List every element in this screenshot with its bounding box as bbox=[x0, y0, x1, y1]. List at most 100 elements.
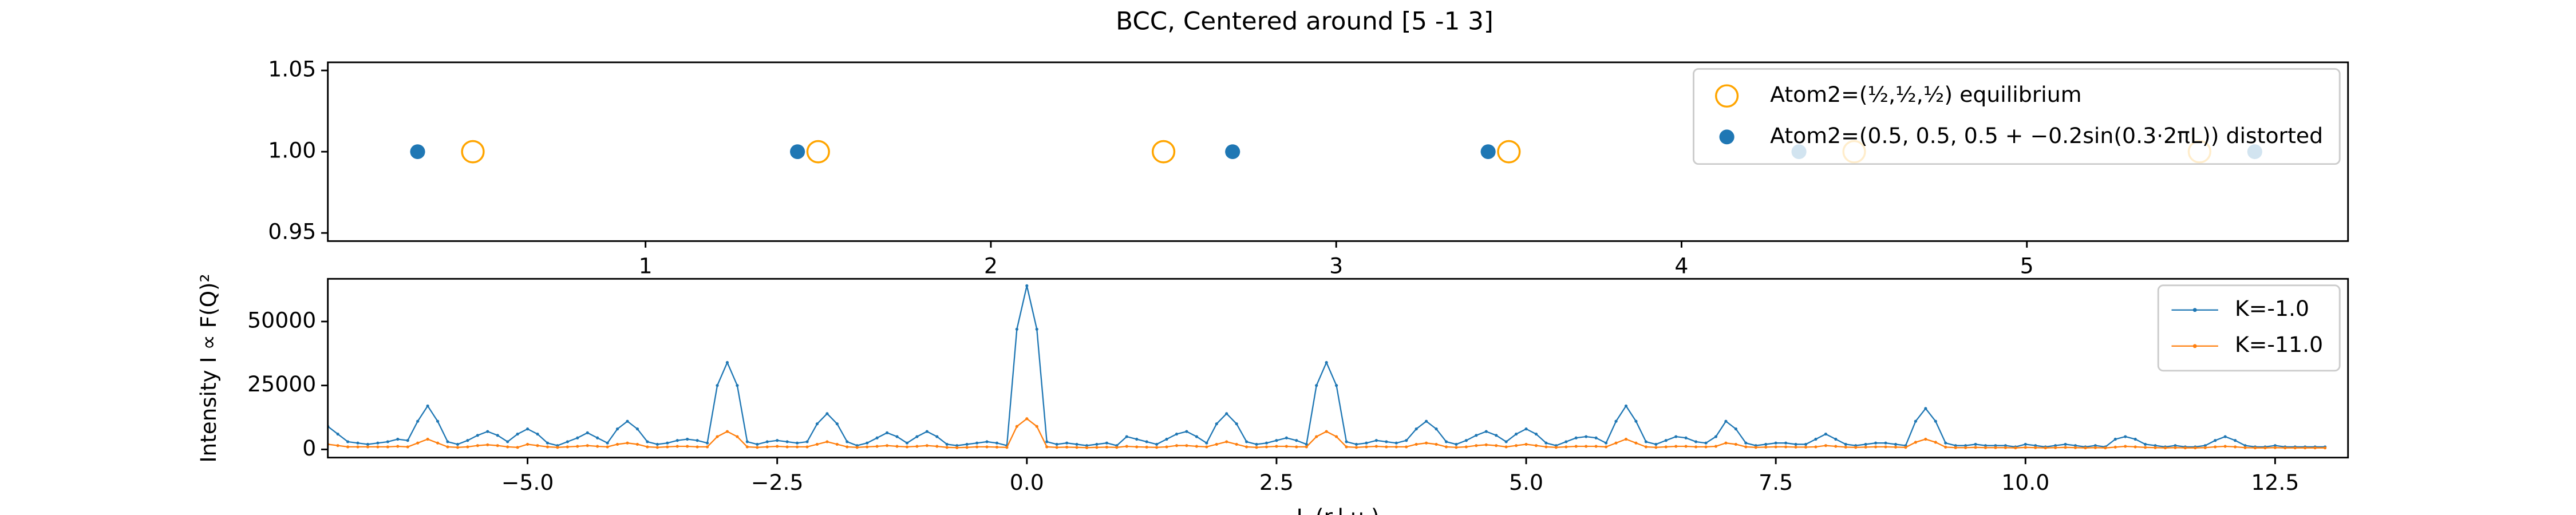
point bbox=[1524, 427, 1528, 431]
point bbox=[905, 445, 909, 449]
point bbox=[2154, 444, 2157, 447]
point bbox=[2293, 446, 2297, 450]
point bbox=[1424, 441, 1428, 445]
point bbox=[1265, 445, 1269, 449]
point bbox=[1325, 430, 1328, 433]
point bbox=[1484, 430, 1488, 433]
x-tick-label: 3 bbox=[1329, 253, 1343, 279]
point bbox=[925, 444, 929, 447]
point bbox=[635, 442, 639, 446]
point bbox=[1244, 445, 1249, 449]
point bbox=[1694, 445, 1698, 449]
point bbox=[1045, 440, 1049, 443]
point bbox=[2313, 446, 2317, 450]
point bbox=[965, 442, 969, 446]
point bbox=[776, 445, 779, 448]
point bbox=[2113, 445, 2117, 449]
point bbox=[1497, 140, 1521, 164]
point bbox=[1405, 439, 1408, 442]
point bbox=[2174, 444, 2177, 447]
point bbox=[805, 440, 809, 443]
point bbox=[466, 439, 469, 442]
point bbox=[736, 435, 739, 438]
point bbox=[1614, 441, 1618, 445]
point bbox=[386, 445, 389, 449]
point bbox=[2154, 446, 2157, 449]
point bbox=[1814, 437, 1818, 441]
point bbox=[1205, 445, 1208, 449]
point bbox=[1724, 419, 1728, 423]
point bbox=[2143, 446, 2147, 449]
point bbox=[436, 419, 440, 423]
point bbox=[1524, 442, 1528, 446]
point bbox=[1365, 445, 1368, 449]
point bbox=[2243, 446, 2247, 449]
point bbox=[1704, 445, 1708, 449]
point bbox=[1185, 430, 1188, 433]
point bbox=[566, 440, 569, 443]
point bbox=[1714, 435, 1718, 438]
point bbox=[1734, 442, 1737, 446]
point bbox=[2073, 446, 2077, 449]
point bbox=[846, 445, 849, 449]
point bbox=[1854, 446, 1858, 449]
point bbox=[1585, 435, 1588, 438]
point bbox=[1354, 442, 1358, 446]
point bbox=[2093, 444, 2097, 447]
x-tick-label: 1 bbox=[639, 253, 653, 279]
y-tick-label: 1.00 bbox=[268, 138, 316, 163]
point bbox=[1415, 442, 1418, 446]
point bbox=[1225, 144, 1240, 160]
point bbox=[955, 446, 959, 449]
point bbox=[1195, 445, 1198, 448]
point bbox=[1125, 445, 1128, 448]
point bbox=[1614, 419, 1618, 423]
point bbox=[666, 445, 669, 449]
point bbox=[1315, 435, 1318, 438]
point bbox=[2234, 439, 2237, 442]
point bbox=[1334, 384, 1338, 387]
point bbox=[356, 445, 359, 449]
point bbox=[2203, 446, 2207, 449]
point bbox=[1275, 445, 1278, 448]
point bbox=[716, 435, 719, 438]
point bbox=[1844, 445, 1847, 449]
point bbox=[1954, 446, 1957, 449]
point bbox=[2194, 446, 2197, 450]
point bbox=[686, 445, 689, 448]
point bbox=[1135, 437, 1139, 441]
point bbox=[1175, 432, 1179, 436]
point bbox=[1963, 446, 1967, 449]
point bbox=[725, 430, 729, 433]
point bbox=[1514, 432, 1518, 436]
point bbox=[406, 445, 409, 449]
legend-label: K=-1.0 bbox=[2235, 296, 2309, 321]
point bbox=[1874, 441, 1878, 445]
point bbox=[626, 441, 629, 445]
point bbox=[1864, 445, 1867, 449]
point bbox=[1444, 445, 1448, 449]
legend-swatch-dot bbox=[2192, 308, 2197, 312]
legend-label: K=-11.0 bbox=[2235, 332, 2323, 357]
point bbox=[1185, 444, 1188, 447]
point bbox=[446, 445, 449, 449]
x-tick-label: −5.0 bbox=[501, 470, 554, 495]
point bbox=[1774, 441, 1777, 445]
point bbox=[2024, 446, 2027, 449]
point bbox=[895, 445, 899, 448]
point bbox=[905, 441, 909, 445]
point bbox=[716, 384, 719, 387]
point bbox=[2253, 446, 2257, 450]
point bbox=[2203, 444, 2207, 447]
point bbox=[2243, 444, 2247, 447]
point bbox=[1564, 440, 1568, 443]
point bbox=[416, 419, 420, 423]
point bbox=[546, 445, 550, 449]
point bbox=[526, 442, 530, 446]
point bbox=[885, 444, 889, 447]
point bbox=[1345, 445, 1348, 449]
point bbox=[1914, 441, 1918, 444]
point bbox=[1244, 440, 1249, 443]
y-tick-label: 25000 bbox=[247, 371, 316, 397]
